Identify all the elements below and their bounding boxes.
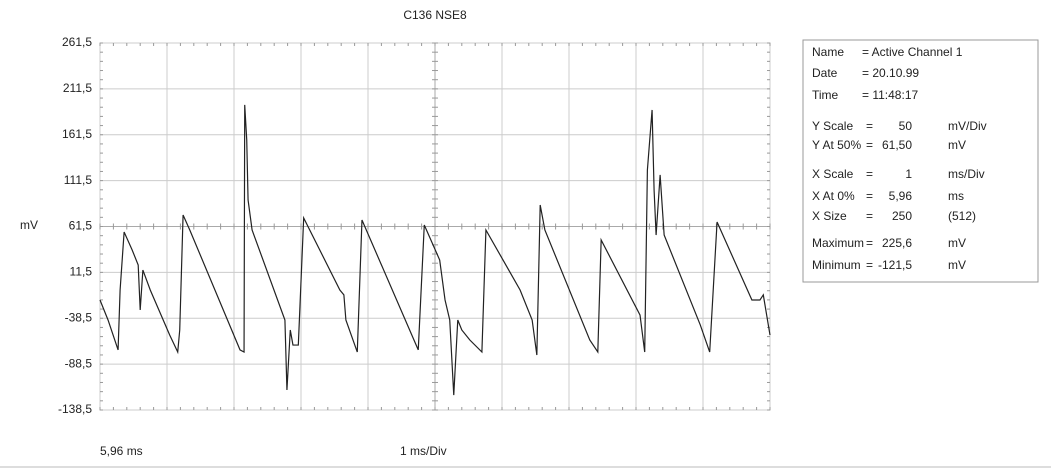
info-value: 250 [892,209,912,223]
info-label: X At 0% [812,189,855,203]
info-value: 5,96 [889,189,913,203]
y-tick-label: -38,5 [65,310,93,324]
info-value: = 11:48:17 [862,88,918,102]
info-label: Name [812,45,844,59]
info-value: 50 [899,119,913,133]
waveform [99,104,771,396]
info-label: Y Scale [812,119,853,133]
y-axis-label: mV [20,218,38,232]
y-tick-label: 211,5 [63,81,92,95]
info-value: = 20.10.99 [862,66,919,80]
info-equals: = [866,209,873,223]
info-equals: = [866,119,873,133]
info-panel [802,39,1039,283]
info-label: Date [812,66,838,80]
info-label: X Size [812,209,847,223]
info-value: 1 [905,167,912,181]
info-label: Maximum [812,236,864,250]
info-unit: ms/Div [948,167,985,181]
info-value: 225,6 [882,236,912,250]
info-value: = Active Channel 1 [862,45,963,59]
info-label: X Scale [812,167,854,181]
info-label: Y At 50% [812,138,861,152]
y-tick-label: 111,5 [64,173,93,187]
x-scale-label: 1 ms/Div [400,444,447,458]
y-tick-label: 161,5 [62,127,92,141]
info-unit: mV [948,258,966,272]
x-start-label: 5,96 ms [100,444,143,458]
info-unit: mV [948,236,966,250]
info-label: Time [812,88,839,102]
y-tick-label: 11,5 [70,265,93,279]
y-tick-label: 61,5 [69,219,93,233]
info-equals: = [866,236,873,250]
info-value: -121,5 [878,258,912,272]
info-label: Minimum [812,258,861,272]
info-equals: = [866,189,873,203]
info-unit: ms [948,189,964,203]
chart-title: C136 NSE8 [403,8,467,22]
info-equals: = [866,138,873,152]
info-unit: (512) [948,209,976,223]
info-value: 61,50 [882,138,912,152]
y-tick-label: -138,5 [58,402,92,416]
y-tick-label: 261,5 [62,35,92,49]
info-unit: mV/Div [948,119,987,133]
y-tick-label: -88,5 [65,356,93,370]
info-equals: = [866,167,873,181]
info-unit: mV [948,138,966,152]
info-equals: = [866,258,873,272]
